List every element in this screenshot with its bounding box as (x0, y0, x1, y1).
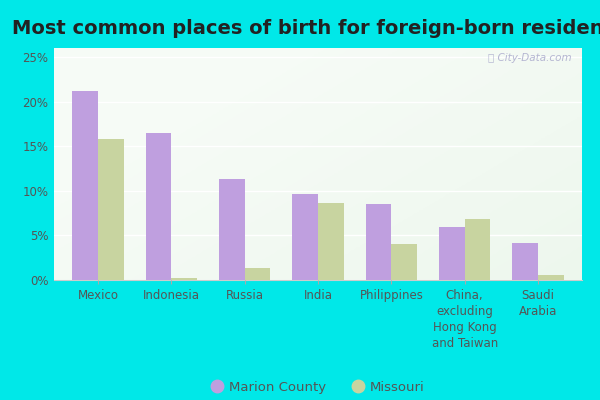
Title: Most common places of birth for foreign-born residents: Most common places of birth for foreign-… (12, 19, 600, 38)
Text: ⓘ City-Data.com: ⓘ City-Data.com (488, 53, 571, 63)
Bar (146, 133, 172, 280)
Bar (464, 219, 490, 280)
Bar (318, 203, 344, 280)
Bar (439, 227, 464, 280)
Bar (292, 194, 318, 280)
Legend: Marion County, Missouri: Marion County, Missouri (212, 381, 424, 394)
Bar (391, 244, 417, 280)
Bar (538, 275, 563, 280)
Bar (219, 179, 245, 280)
Bar (245, 268, 271, 280)
Bar (98, 139, 124, 280)
Bar (512, 244, 538, 280)
Bar (365, 204, 391, 280)
Bar (172, 278, 197, 280)
Bar (73, 91, 98, 280)
